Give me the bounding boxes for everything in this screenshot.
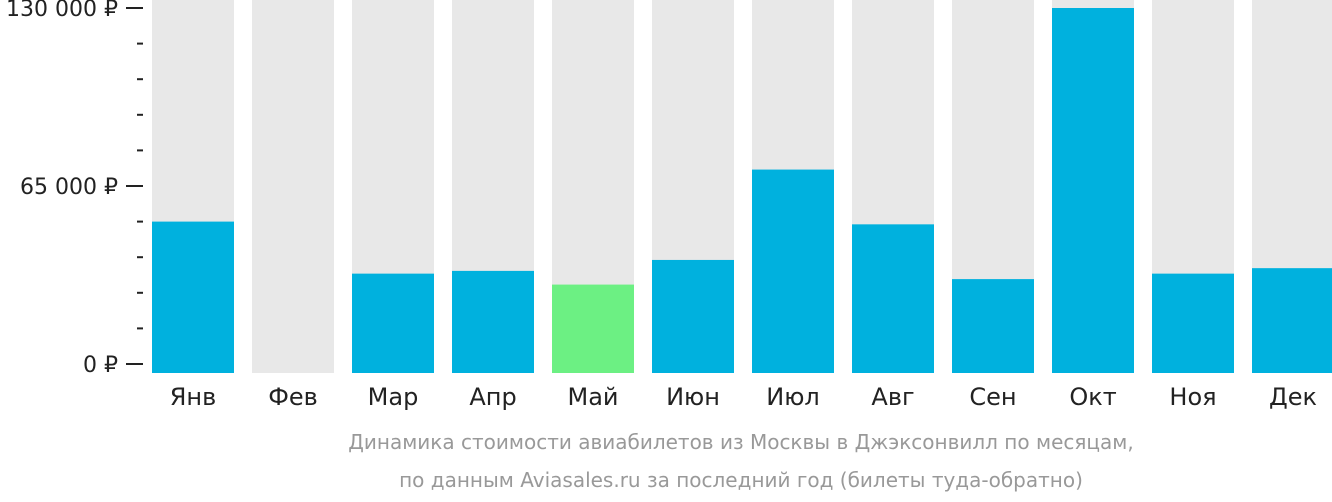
category-label: Янв <box>170 383 217 411</box>
y-tick-label: 130 000 ₽ <box>6 0 118 22</box>
category-label: Авг <box>871 383 914 411</box>
category-label: Окт <box>1069 383 1116 411</box>
category-label: Апр <box>469 383 516 411</box>
bar <box>652 259 734 373</box>
category-label: Фев <box>268 383 318 411</box>
price-bar-chart: 0 ₽ 65 000 ₽ 130 000 ₽ Янв Фев Мар Апр Май Июн И… <box>6 0 1332 411</box>
category-label: Ноя <box>1169 383 1216 411</box>
bar <box>1052 8 1134 373</box>
bar <box>552 284 634 373</box>
bar <box>1252 268 1332 373</box>
data-bars <box>152 8 1332 373</box>
bar <box>952 279 1034 373</box>
category-label: Июн <box>666 383 720 411</box>
category-label: Дек <box>1269 383 1317 411</box>
category-label: Мар <box>368 383 419 411</box>
bar <box>852 224 934 373</box>
bar <box>152 221 234 373</box>
chart-caption-line-1: Динамика стоимости авиабилетов из Москвы… <box>348 430 1134 454</box>
x-axis-labels: Янв Фев Мар Апр Май Июн Июл Авг Сен Окт Ноя Дек <box>170 383 1317 411</box>
category-label: Июл <box>766 383 820 411</box>
background-bar <box>252 0 334 373</box>
category-label: Сен <box>969 383 1016 411</box>
bar <box>452 270 534 373</box>
bar <box>1152 273 1234 373</box>
y-tick-label: 0 ₽ <box>83 353 118 378</box>
y-axis: 0 ₽ 65 000 ₽ 130 000 ₽ <box>6 0 143 378</box>
bar <box>752 169 834 373</box>
bar <box>352 273 434 373</box>
category-label: Май <box>567 383 618 411</box>
y-tick-label: 65 000 ₽ <box>20 175 118 200</box>
chart-caption-line-2: по данным Aviasales.ru за последний год … <box>399 468 1083 492</box>
